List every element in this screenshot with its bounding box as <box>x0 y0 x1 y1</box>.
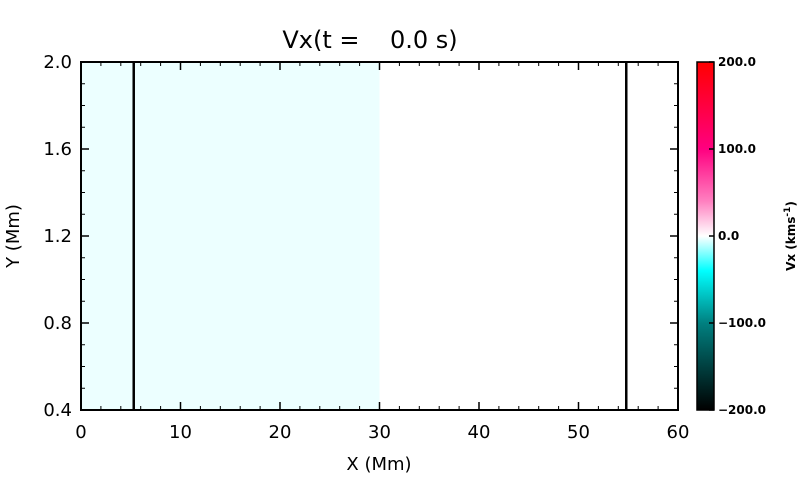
x-tick-label: 20 <box>269 422 292 443</box>
colorbar-label: Vx (kms-1) <box>783 201 798 271</box>
heatmap-region-2 <box>379 62 678 410</box>
x-tick-label: 10 <box>169 422 192 443</box>
colorbar-label-main: Vx (kms <box>784 217 798 271</box>
heatmap-region-1 <box>81 62 380 410</box>
colorbar-tick-label: 0.0 <box>718 229 739 243</box>
y-tick-label: 1.2 <box>43 226 72 247</box>
y-tick-label: 0.4 <box>43 400 72 421</box>
colorbar-label-superscript: -1 <box>783 207 793 217</box>
colorbar-label-close: ) <box>784 201 798 206</box>
y-tick-label: 2.0 <box>43 52 72 73</box>
x-tick-label: 30 <box>368 422 391 443</box>
y-tick-label: 1.6 <box>43 139 72 160</box>
heatmap-field <box>81 62 678 410</box>
y-axis: 0.4 0.8 1.2 1.6 2.0 <box>43 52 678 421</box>
colorbar-tick-label: −100.0 <box>718 316 766 330</box>
colorbar-tick-label: −200.0 <box>718 403 766 417</box>
chart-title: Vx(t = 0.0 s) <box>282 26 457 54</box>
colorbar-tick-label: 100.0 <box>718 142 756 156</box>
colorbar-ticks: 200.0 100.0 0.0 −100.0 −200.0 <box>709 55 766 417</box>
x-tick-label: 60 <box>667 422 690 443</box>
y-axis-label: Y (Mm) <box>3 204 24 269</box>
y-tick-label: 0.8 <box>43 313 72 334</box>
x-axis-label: X (Mm) <box>346 454 411 475</box>
x-tick-label: 50 <box>567 422 590 443</box>
x-axis: 0 10 20 30 40 50 60 <box>75 62 689 443</box>
vertical-boundary-lines <box>132 62 628 410</box>
x-tick-label: 0 <box>75 422 86 443</box>
colorbar-tick-label: 200.0 <box>718 55 756 69</box>
x-tick-label: 40 <box>468 422 491 443</box>
colorbar: 200.0 100.0 0.0 −100.0 −200.0 Vx (kms-1) <box>696 55 798 417</box>
